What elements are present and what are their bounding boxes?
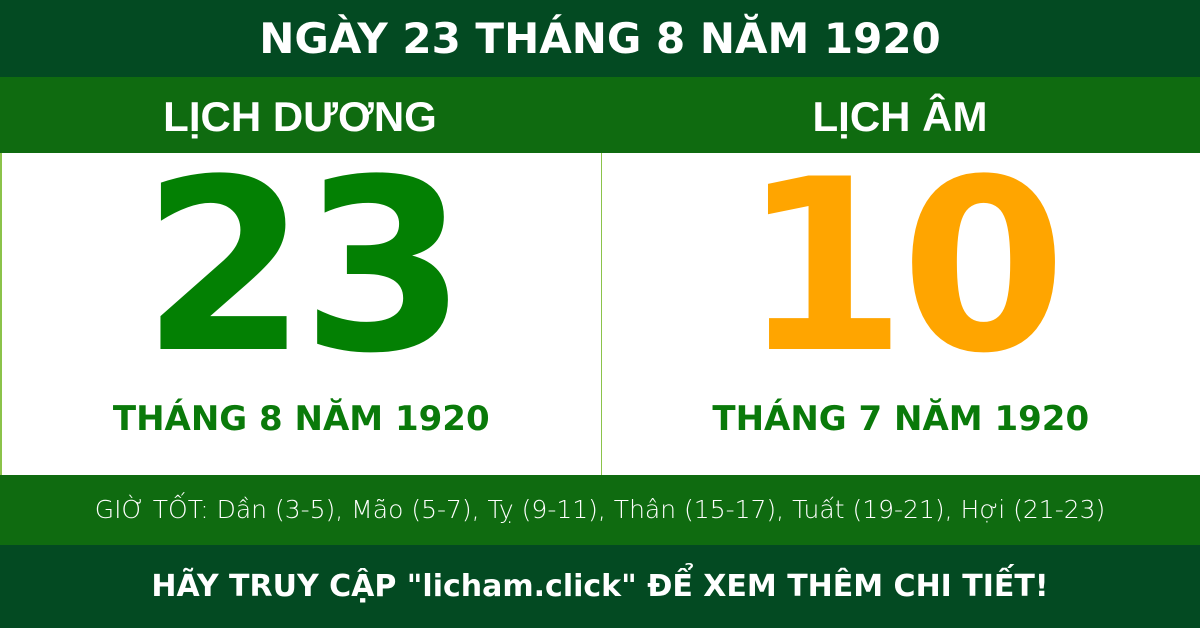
lunar-month-year: THÁNG 7 NĂM 1920 (712, 399, 1090, 439)
lunar-day: 10 (741, 129, 1066, 406)
calendar-body: 23 THÁNG 8 NĂM 1920 10 THÁNG 7 NĂM 1920 (0, 143, 1200, 475)
footer-cta: HÃY TRUY CẬP "licham.click" ĐỂ XEM THÊM … (0, 545, 1200, 628)
solar-month-year: THÁNG 8 NĂM 1920 (112, 399, 490, 439)
lunar-calendar-label: LỊCH ÂM (812, 93, 988, 140)
lunar-column: 10 THÁNG 7 NĂM 1920 (600, 143, 1200, 475)
good-hours: GIỜ TỐT: Dần (3-5), Mão (5-7), Tỵ (9-11)… (0, 475, 1200, 545)
solar-column: 23 THÁNG 8 NĂM 1920 (2, 143, 601, 475)
page-title: NGÀY 23 THÁNG 8 NĂM 1920 (0, 0, 1200, 77)
calendar-headers: LỊCH DƯƠNG LỊCH ÂM (0, 77, 1200, 153)
solar-day: 23 (141, 129, 467, 406)
solar-calendar-label: LỊCH DƯƠNG (163, 93, 437, 140)
